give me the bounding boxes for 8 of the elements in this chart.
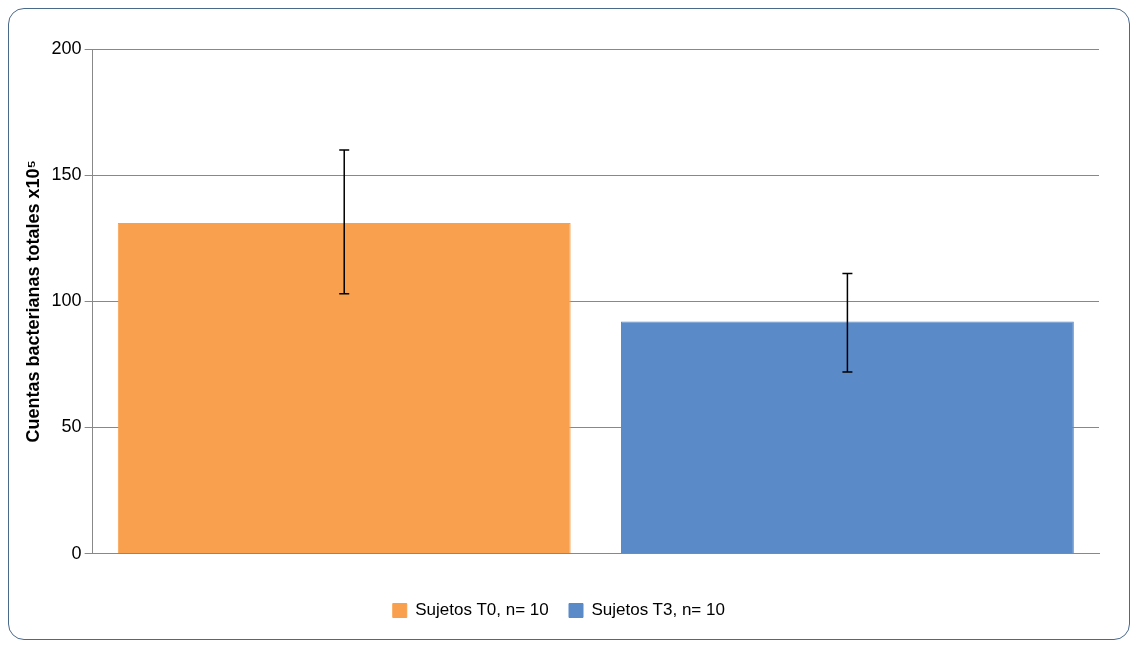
legend-label: Sujetos T0, n= 10 [415, 600, 549, 620]
legend-label: Sujetos T3, n= 10 [591, 600, 725, 620]
y-tick-label: 0 [71, 542, 82, 563]
y-tick-label: 200 [51, 37, 82, 58]
y-tick-label: 150 [51, 164, 82, 185]
y-axis-title: Cuentas bacterianas totales x10⁵ [22, 160, 43, 443]
y-tick-label: 50 [61, 416, 82, 437]
y-tick-label: 100 [51, 290, 82, 311]
